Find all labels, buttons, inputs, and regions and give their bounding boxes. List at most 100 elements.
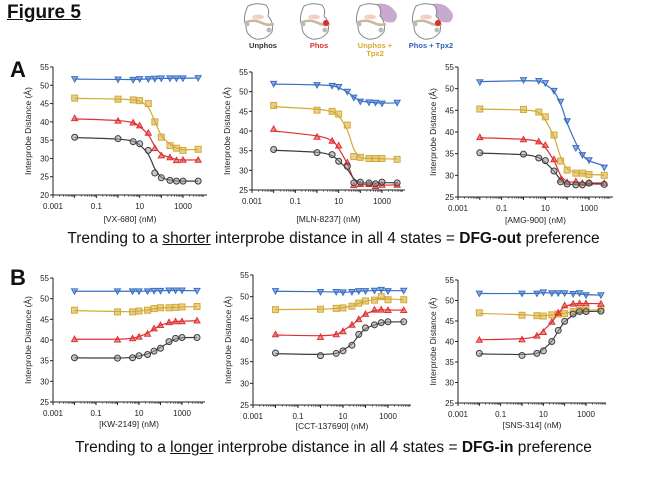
data-point-circle: [561, 317, 569, 325]
data-point-triangle-down: [585, 157, 593, 165]
data-point-triangle-up: [384, 306, 392, 313]
data-point-triangle-down: [572, 145, 580, 153]
caption-a-mid: interprobe distance in all 4 states =: [210, 230, 460, 247]
data-point-square: [533, 312, 541, 320]
data-point-triangle-down: [171, 287, 180, 295]
data-point-triangle-down: [377, 286, 386, 294]
data-point-circle: [343, 162, 351, 170]
data-point-circle: [520, 150, 527, 158]
data-point-triangle-down: [378, 100, 386, 108]
x-axis-label: [AMG-900] (nM): [505, 215, 566, 225]
data-point-square: [548, 311, 556, 319]
data-point-triangle-down: [348, 289, 356, 296]
y-tick-label: 35: [40, 136, 49, 145]
y-tick-label: 35: [445, 358, 454, 367]
data-point-square: [561, 310, 569, 318]
x-tick-label: 0.001: [448, 410, 469, 419]
chart-0: 20 25 30 35 40 45 50 55 0.001 0.1 10 1000 [VX-680] (…: [23, 63, 207, 224]
data-point-circle: [71, 133, 79, 141]
data-point-circle: [313, 149, 321, 157]
data-point-square: [172, 303, 180, 311]
y-tick-label: 40: [40, 336, 49, 345]
data-point-circle: [377, 319, 385, 327]
data-point-triangle-down: [135, 76, 144, 84]
data-point-circle: [557, 178, 565, 186]
data-point-circle: [550, 167, 558, 175]
figure-title: Figure 5: [7, 2, 81, 23]
fit-curve: [74, 77, 199, 81]
data-point-circle: [129, 354, 137, 362]
data-point-triangle-up: [339, 327, 347, 335]
data-point-square: [377, 293, 385, 301]
data-point-circle: [151, 169, 159, 177]
data-point-square: [572, 169, 580, 177]
data-point-circle: [150, 347, 158, 355]
y-tick-label: 45: [239, 107, 248, 116]
data-point-triangle-up: [348, 320, 356, 328]
fit-curve: [275, 289, 404, 293]
data-point-triangle-up: [519, 135, 528, 143]
data-point-circle: [370, 321, 378, 329]
x-tick-label: 10: [539, 410, 548, 419]
data-point-square: [165, 304, 173, 312]
data-point-circle: [71, 354, 78, 362]
y-tick-label: 40: [40, 118, 49, 127]
data-point-square: [157, 304, 164, 312]
data-point-triangle-up: [143, 329, 152, 337]
x-tick-label: 0.001: [43, 409, 64, 418]
x-axis-label: [SNS-314] (nM): [502, 420, 561, 430]
data-point-circle: [569, 310, 577, 318]
data-point-square: [114, 308, 121, 316]
data-point-square: [313, 106, 321, 114]
data-point-triangle-down: [356, 98, 365, 106]
caption-a-bold: DFG-out: [459, 230, 522, 247]
data-point-triangle-down: [560, 290, 569, 298]
legend-label: Phos: [309, 41, 329, 50]
data-point-circle: [582, 308, 590, 316]
data-point-triangle-up: [560, 301, 569, 309]
data-point-triangle-down: [575, 290, 584, 298]
x-tick-label: 0.1: [290, 197, 302, 206]
y-tick-label: 40: [445, 128, 454, 137]
data-point-triangle-up: [269, 125, 278, 132]
data-point-circle: [144, 350, 152, 358]
data-point-triangle-up: [575, 299, 584, 307]
kinase-structure-phos-tpx2-icon: [411, 3, 453, 40]
data-point-square: [150, 305, 158, 313]
data-point-triangle-up: [70, 114, 79, 122]
data-point-triangle-down: [193, 287, 201, 295]
y-tick-label: 30: [240, 379, 249, 388]
data-point-triangle-down: [339, 289, 347, 297]
y-tick-label: 35: [445, 150, 454, 159]
data-point-triangle-down: [165, 287, 173, 295]
data-point-circle: [165, 338, 173, 346]
x-tick-label: 10: [339, 412, 348, 421]
kinase-structure-unphos-tpx2-icon: [355, 3, 397, 40]
data-point-triangle-up: [518, 335, 526, 343]
y-tick-label: 45: [40, 315, 49, 324]
data-point-triangle-down: [563, 118, 572, 126]
data-point-circle: [378, 178, 386, 186]
data-point-triangle-up: [156, 321, 165, 329]
data-point-circle: [114, 354, 121, 362]
legend-item-0: Unphos: [236, 2, 290, 62]
data-point-triangle-up: [332, 330, 341, 338]
x-tick-label: 1000: [379, 412, 397, 421]
data-point-triangle-up: [475, 335, 484, 343]
data-point-triangle-down: [313, 82, 321, 90]
data-point-circle: [317, 352, 324, 360]
data-point-square: [355, 299, 363, 307]
caption-a-pre: Trending to a: [67, 230, 163, 247]
data-point-square: [393, 155, 401, 163]
data-point-triangle-down: [556, 98, 565, 106]
y-tick-label: 30: [40, 377, 49, 386]
data-point-triangle-up: [370, 305, 379, 313]
kinase-structure-unphos-icon: [243, 3, 275, 40]
y-tick-label: 35: [240, 358, 249, 367]
x-tick-label: 1000: [174, 202, 192, 211]
fit-curve: [74, 289, 198, 292]
data-point-circle: [585, 179, 593, 187]
data-point-triangle-up: [171, 317, 180, 325]
y-tick-label: 45: [40, 100, 49, 109]
